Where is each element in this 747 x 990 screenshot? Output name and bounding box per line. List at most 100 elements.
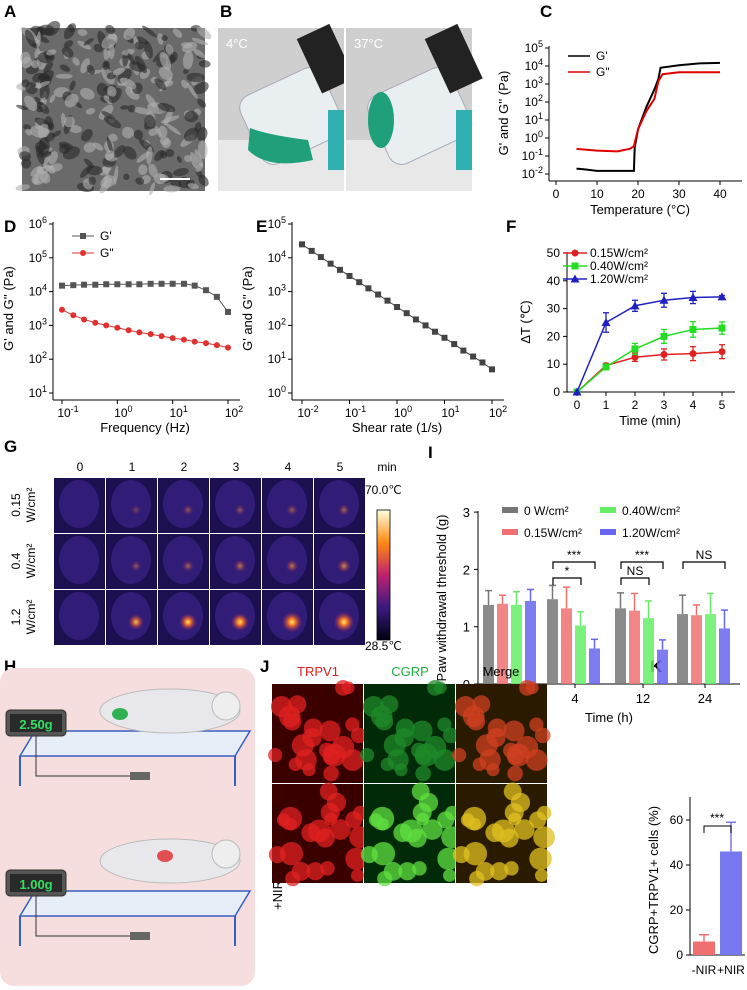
f-point bbox=[630, 301, 640, 310]
i-bar bbox=[561, 608, 572, 684]
sem-texture bbox=[144, 114, 156, 129]
f-series-2 bbox=[572, 290, 727, 396]
micrograph bbox=[452, 782, 555, 887]
tick-exponent: 3 bbox=[281, 283, 286, 293]
sem-texture bbox=[16, 104, 28, 111]
f-point bbox=[718, 348, 726, 356]
e-point bbox=[441, 334, 448, 341]
d-point bbox=[136, 281, 143, 288]
sem-texture bbox=[15, 184, 30, 191]
d-y-label: G' and G'' (Pa) bbox=[1, 266, 16, 351]
tick-label: 100 bbox=[525, 129, 543, 145]
injection-site bbox=[157, 850, 173, 862]
f-legend-label: 1.20W/cm² bbox=[590, 272, 648, 286]
colorbar bbox=[376, 509, 391, 641]
tick-base: 10 bbox=[489, 406, 503, 420]
sem-texture bbox=[122, 126, 134, 139]
tick-base: 10 bbox=[268, 285, 282, 299]
tick-exponent: 2 bbox=[281, 316, 286, 326]
cell bbox=[418, 792, 439, 813]
g-column-label: 0 bbox=[77, 460, 84, 474]
k-bar bbox=[693, 941, 715, 955]
sem-texture bbox=[190, 151, 198, 169]
von-frey-illustration bbox=[0, 668, 255, 986]
meter-cable bbox=[35, 736, 130, 777]
significance-label: NS bbox=[627, 564, 644, 578]
micrograph bbox=[360, 782, 463, 887]
tick-base: 10 bbox=[29, 352, 43, 366]
e-point bbox=[431, 328, 438, 335]
g-row-value: 0.4 bbox=[9, 552, 23, 569]
c-x-label: Temperature (°C) bbox=[590, 202, 690, 217]
sem-texture bbox=[23, 124, 31, 131]
cell bbox=[525, 749, 548, 771]
d-legend-label: G' bbox=[100, 229, 112, 243]
g-column-label: 1 bbox=[129, 460, 136, 474]
k-y-tick-label: 60 bbox=[670, 813, 684, 827]
g-row-label: 1.2W/cm² bbox=[9, 600, 38, 635]
thermal-image bbox=[106, 590, 157, 645]
tick-base: 10 bbox=[525, 41, 539, 55]
sem-texture bbox=[39, 171, 51, 184]
g-column-label: 4 bbox=[285, 460, 292, 474]
tick-label: 103 bbox=[29, 316, 47, 332]
e-point bbox=[375, 291, 382, 298]
sem-texture bbox=[119, 77, 137, 90]
mouse-head bbox=[211, 691, 241, 721]
c-x-tick-label: 30 bbox=[672, 187, 686, 201]
sem-texture bbox=[198, 174, 209, 187]
thermal-hotspot bbox=[281, 611, 303, 633]
sem-texture bbox=[37, 123, 50, 139]
sem-texture bbox=[72, 57, 80, 66]
tick-label: 102 bbox=[489, 404, 507, 420]
tick-label: 101 bbox=[169, 404, 187, 420]
sem-texture bbox=[120, 105, 129, 110]
cell bbox=[469, 870, 485, 887]
e-series-0 bbox=[299, 241, 495, 373]
sem-texture bbox=[24, 95, 38, 112]
sem-texture bbox=[83, 38, 94, 46]
thermal-body bbox=[163, 536, 203, 584]
sem-texture bbox=[103, 116, 122, 129]
tick-label: 100 bbox=[268, 384, 286, 400]
d-point bbox=[136, 329, 143, 336]
cell bbox=[529, 847, 552, 871]
meter-display bbox=[10, 714, 62, 732]
tick-exponent: 6 bbox=[42, 215, 47, 225]
panel-label-F: F bbox=[506, 217, 516, 236]
tick-base: 10 bbox=[522, 167, 536, 181]
thermal-body bbox=[59, 536, 99, 584]
i-legend-label: 0.15W/cm² bbox=[524, 526, 582, 540]
tick-base: 10 bbox=[225, 406, 239, 420]
thermal-hotspot bbox=[333, 611, 355, 633]
e-point bbox=[327, 260, 334, 267]
e-point bbox=[403, 310, 410, 317]
sem-texture bbox=[47, 122, 55, 131]
i-legend-label: 0.40W/cm² bbox=[622, 504, 680, 518]
d-point bbox=[114, 324, 121, 331]
sem-texture bbox=[157, 33, 164, 45]
f-y-tick-label: 10 bbox=[547, 357, 561, 371]
cell bbox=[414, 743, 438, 767]
i-legend-label: 0 W/cm² bbox=[524, 504, 569, 518]
f-x-tick-label: 2 bbox=[632, 398, 639, 412]
thermal-image bbox=[210, 534, 261, 589]
thermal-image bbox=[158, 590, 209, 645]
i-bar bbox=[575, 625, 586, 684]
e-point bbox=[308, 247, 315, 254]
tick-base: 10 bbox=[522, 149, 536, 163]
cell bbox=[472, 695, 491, 714]
sem-texture bbox=[93, 142, 104, 151]
sem-texture bbox=[158, 66, 173, 80]
k-y-tick-label: 20 bbox=[670, 903, 684, 917]
g-unit-label: min bbox=[377, 460, 396, 474]
i-y-label: Paw withdrawal threshold (g) bbox=[434, 515, 449, 682]
sem-texture bbox=[181, 79, 188, 89]
i-bar bbox=[719, 628, 730, 684]
k-bar bbox=[720, 851, 742, 955]
cell bbox=[529, 717, 544, 732]
e-point bbox=[365, 285, 372, 292]
cell bbox=[433, 749, 456, 771]
g-column-label: 3 bbox=[233, 460, 240, 474]
tick-exponent: 4 bbox=[281, 249, 286, 259]
